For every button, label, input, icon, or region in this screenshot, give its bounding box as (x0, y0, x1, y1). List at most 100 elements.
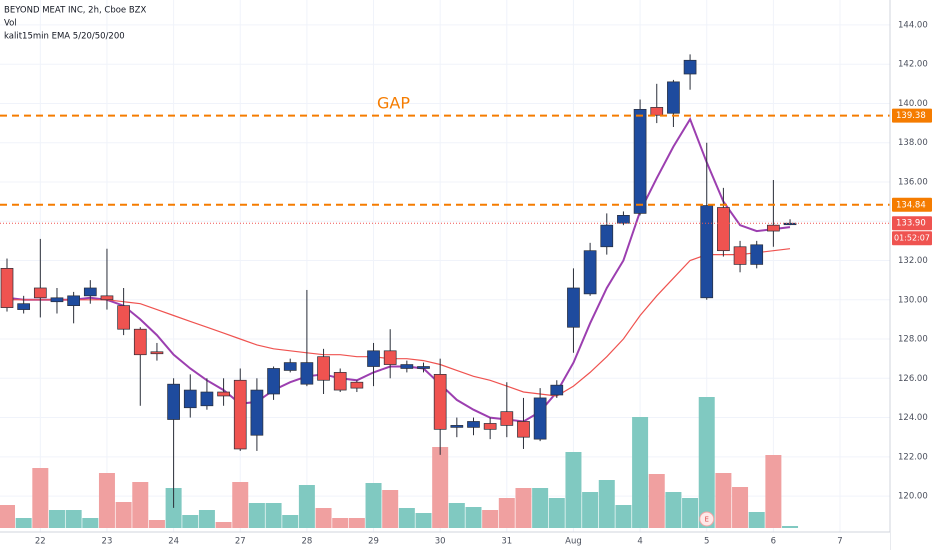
volume-bar (182, 515, 199, 528)
volume-bar (265, 503, 282, 528)
volume-bar (65, 510, 82, 528)
candle-body (67, 295, 80, 307)
volume-bar (32, 468, 49, 528)
candle-body (0, 268, 14, 308)
candle-body (517, 421, 530, 438)
candle-body (250, 389, 264, 436)
candle-body (650, 107, 664, 116)
y-tick-label: 144.00 (898, 20, 928, 30)
time-axis (0, 532, 890, 550)
candle-body (783, 222, 797, 226)
volume-bar (748, 512, 765, 528)
volume-bar (548, 498, 565, 528)
volume-bar (298, 485, 315, 528)
candle-body (317, 356, 330, 381)
volume-bar (82, 518, 99, 528)
countdown-label: 01:52:07 (894, 234, 930, 243)
volume-bar (782, 526, 799, 528)
candle-body (750, 244, 764, 265)
y-tick-label: 138.00 (898, 138, 928, 148)
y-tick-label: 128.00 (898, 335, 928, 345)
volume-bar (248, 503, 265, 528)
x-tick-label: 22 (35, 537, 46, 547)
candle-body (350, 381, 364, 389)
candle-body (283, 362, 297, 371)
candle-body (600, 224, 614, 248)
earnings-marker (699, 511, 715, 527)
candle-body (583, 250, 597, 295)
volume-bar (0, 505, 15, 528)
x-tick-label: 5 (704, 537, 709, 547)
candle-body (433, 374, 447, 430)
volume-bar (232, 482, 249, 528)
candle-body (483, 423, 497, 430)
volume-bar (765, 455, 782, 528)
volume-bar (382, 490, 399, 528)
x-tick-label: 29 (368, 537, 379, 547)
x-tick-label: 24 (168, 537, 179, 547)
y-tick-label: 142.00 (898, 60, 928, 70)
volume-bar (598, 480, 615, 528)
y-tick-label: 132.00 (898, 256, 928, 266)
x-tick-label: 27 (235, 537, 246, 547)
y-tick-label: 124.00 (898, 413, 928, 423)
volume-bar (315, 508, 332, 528)
volume-bar (715, 473, 732, 528)
volume-bar (365, 483, 382, 528)
candle-body (417, 366, 430, 369)
price-tag (892, 197, 932, 212)
x-tick-label: 23 (102, 537, 113, 547)
price-tag-label: 134.84 (896, 200, 926, 210)
candle-body (733, 246, 747, 265)
x-tick-label: Aug (565, 537, 582, 547)
candle-body (150, 351, 164, 355)
x-tick-label: 7 (837, 537, 842, 547)
earnings-label: E (705, 516, 709, 524)
volume-bar (98, 473, 115, 528)
candle-body (183, 389, 197, 409)
y-tick-label: 130.00 (898, 295, 928, 305)
volume-bar (148, 520, 165, 528)
volume-bar (415, 513, 432, 528)
candle-body (117, 305, 130, 330)
y-tick-label: 120.00 (898, 492, 928, 502)
candle-body (667, 81, 680, 114)
volume-bar (515, 488, 532, 528)
candle-body (383, 350, 397, 365)
y-tick-label: 126.00 (898, 374, 928, 384)
ema-line (7, 248, 791, 397)
y-tick-label: 136.00 (898, 177, 928, 187)
volume-bar (582, 492, 599, 528)
candle-body (533, 397, 547, 440)
volume-bar (498, 498, 515, 528)
price-tag (892, 108, 932, 123)
volume-bar (215, 522, 232, 528)
volume-bar (532, 488, 549, 528)
candle-body (267, 368, 280, 395)
volume-label: Vol (4, 19, 17, 29)
volume-bar (465, 507, 482, 528)
x-tick-label: 31 (501, 537, 512, 547)
candle-body (100, 295, 114, 301)
candle-body (567, 287, 580, 328)
volume-bar (482, 510, 499, 528)
candle-body (400, 364, 414, 369)
x-tick-label: 30 (435, 537, 446, 547)
volume-bar (615, 505, 632, 528)
ema-line (6, 116, 791, 423)
volume-bar (432, 447, 449, 528)
x-tick-label: 4 (637, 537, 642, 547)
candle-body (367, 350, 380, 367)
volume-bar (15, 518, 32, 528)
volume-bar (282, 515, 299, 528)
candle-body (767, 224, 780, 232)
volume-bar (682, 498, 699, 528)
price-axis (890, 0, 932, 550)
volume-bar (448, 503, 465, 528)
volume-bar (398, 508, 415, 528)
candle-body (333, 372, 347, 391)
candle-body (83, 287, 97, 297)
y-tick-label: 122.00 (898, 452, 928, 462)
